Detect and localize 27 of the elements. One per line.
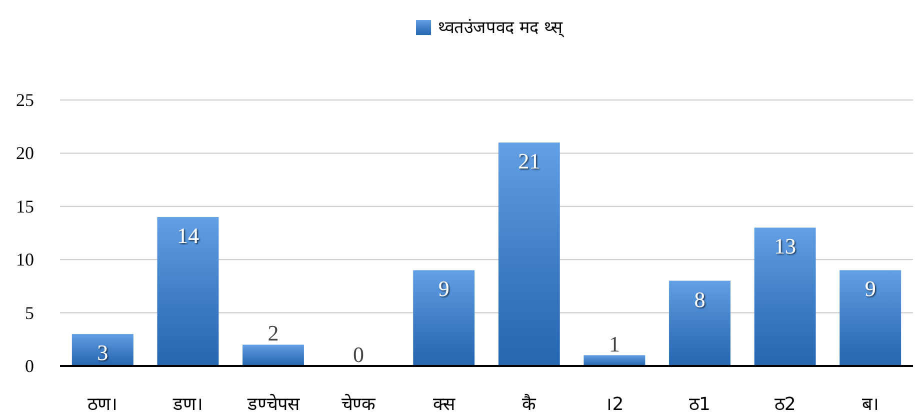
x-tick-label: ठण। [88,394,118,415]
x-tick-label: कै [522,393,538,415]
y-tick-label: 20 [16,143,34,164]
data-label: 2 [268,320,279,346]
data-label: 3 [97,340,108,366]
y-tick-label: 0 [25,356,34,376]
data-label: 14 [176,223,199,248]
x-tick-label: ठ2 [774,394,796,415]
data-label: 13 [774,234,796,259]
data-label: 1 [608,331,620,356]
data-label: 9 [864,276,876,302]
x-tick-label: ठ1 [689,394,710,415]
x-tick-label: ।2 [605,394,624,415]
y-tick-label: 15 [16,196,34,216]
x-tick-label: क्स [432,394,456,415]
y-tick-label: 10 [16,250,34,270]
data-label: 0 [353,342,364,367]
data-label: 8 [694,286,706,312]
x-tick-label: डण। [172,394,203,415]
x-tick-label: ब। [862,394,879,415]
legend-label: थ्वतउंजपवद मद थ्स् [438,18,565,38]
data-label: 21 [518,148,540,174]
x-tick-label: डण्चेपस [246,393,300,415]
y-tick-label: 25 [16,90,34,110]
y-tick-label: 5 [25,302,34,323]
x-tick-label: चेण्क [342,393,377,415]
data-label: 9 [438,276,450,302]
